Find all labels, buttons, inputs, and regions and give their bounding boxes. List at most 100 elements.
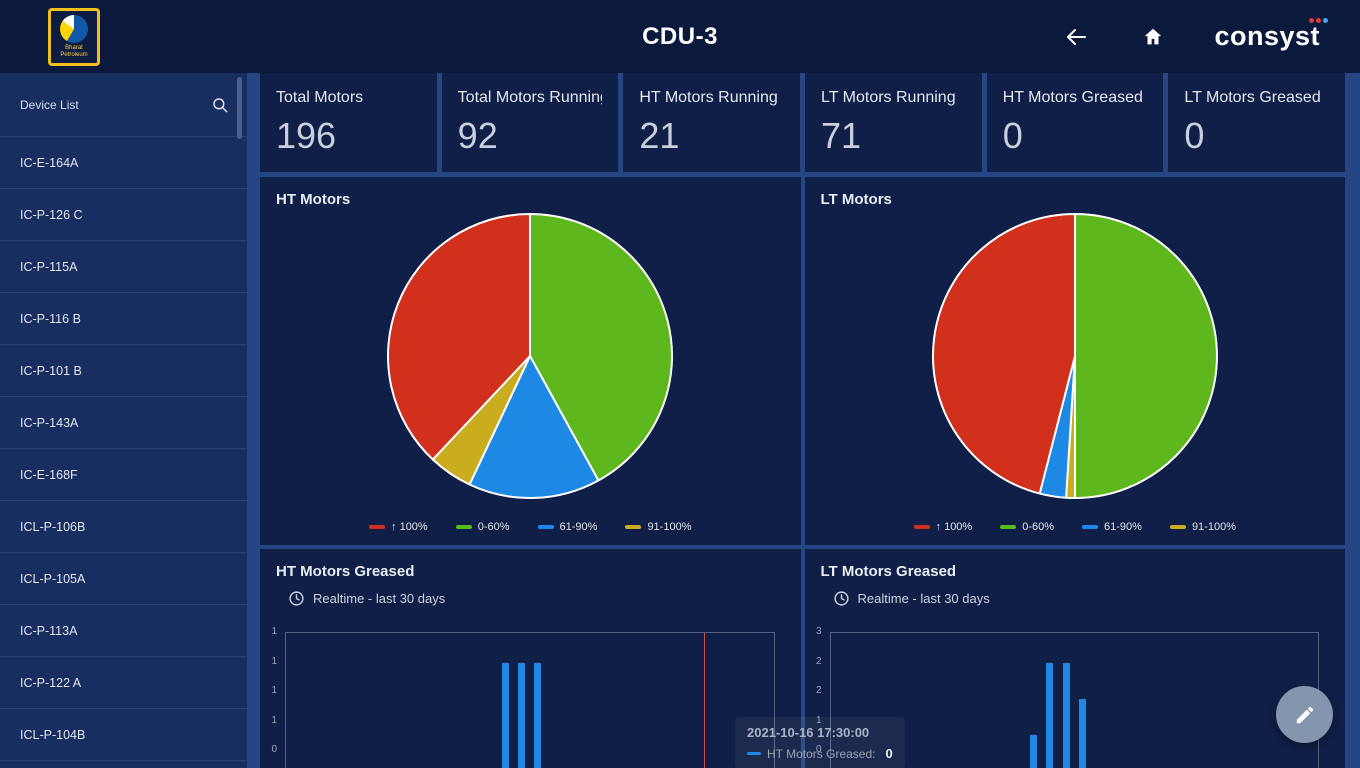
- bar: [534, 663, 542, 768]
- y-axis-tick-label: 1: [271, 685, 277, 696]
- consyst-logo-text: consyst: [1214, 21, 1320, 51]
- stat-card: HT Motors Running 21: [623, 73, 801, 172]
- ht-motors-pie-card: HT Motors ↑ 100% 0-60% 61-90% 91-100%: [260, 177, 801, 545]
- lt-motors-pie-title: LT Motors: [820, 191, 892, 208]
- edit-fab-button[interactable]: [1276, 686, 1333, 743]
- lt-greased-subtitle-row: Realtime - last 30 days: [833, 590, 1330, 607]
- legend-item[interactable]: 61-90%: [537, 521, 598, 533]
- ht-motors-pie-chart[interactable]: [276, 210, 785, 502]
- device-list-item[interactable]: ICL-P-105A: [0, 553, 247, 605]
- lt-motors-pie-legend: ↑ 100% 0-60% 61-90% 91-100%: [805, 521, 1346, 533]
- stat-value: 196: [276, 115, 337, 156]
- pie-slice[interactable]: [931, 213, 1076, 495]
- device-list-item[interactable]: IC-E-164A: [0, 137, 247, 189]
- legend-label: ↑ 100%: [935, 521, 973, 533]
- lt-motors-greased-chart[interactable]: 3 2 2 1 0: [816, 626, 1319, 768]
- legend-label: 0-60%: [477, 521, 510, 533]
- bar-plot: [829, 632, 1319, 768]
- ht-motors-greased-chart[interactable]: 1 1 1 1 0: [271, 626, 775, 768]
- device-list-item[interactable]: IC-P-116 B: [0, 293, 247, 345]
- lt-motors-greased-title: LT Motors Greased: [820, 563, 957, 580]
- device-list-sidebar: Device List IC-E-164A IC-P-126 C IC-P-115A…: [0, 73, 247, 768]
- stat-card: LT Motors Running 71: [805, 73, 982, 172]
- y-axis-tick-label: 0: [271, 744, 277, 755]
- stat-value: 92: [457, 115, 498, 156]
- back-button[interactable]: [1060, 21, 1092, 53]
- legend-item[interactable]: 0-60%: [1000, 521, 1054, 533]
- device-list-item[interactable]: IC-P-126 C: [0, 189, 247, 241]
- device-list: IC-E-164A IC-P-126 C IC-P-115A IC-P-116 B IC…: [0, 137, 247, 761]
- device-list-item[interactable]: ICL-P-106B: [0, 501, 247, 553]
- y-axis-tick-label: 0: [815, 744, 822, 755]
- lt-motors-greased-card: LT Motors Greased Realtime - last 30 day…: [804, 549, 1345, 768]
- legend-label: 61-90%: [559, 521, 598, 533]
- clock-icon: [833, 591, 849, 606]
- search-button[interactable]: [207, 92, 233, 118]
- ht-motors-pie-title: HT Motors: [276, 191, 351, 208]
- ht-greased-subtitle-row: Realtime - last 30 days: [288, 590, 785, 607]
- stat-label: Total Motors: [276, 89, 364, 106]
- bharat-petroleum-caption: Bharat Petroleum: [60, 44, 88, 58]
- bar: [501, 663, 509, 768]
- y-axis-tick-label: 1: [271, 714, 277, 726]
- legend-marker-icon: [1082, 525, 1099, 529]
- device-list-item[interactable]: IC-E-168F: [0, 449, 247, 501]
- pie-slice[interactable]: [1073, 213, 1218, 499]
- legend-item[interactable]: 91-100%: [1169, 521, 1236, 533]
- pie-slice[interactable]: [529, 213, 674, 482]
- bar: [1046, 663, 1054, 768]
- legend-marker-icon: [369, 525, 386, 529]
- ht-motors-pie-legend: ↑ 100% 0-60% 61-90% 91-100%: [260, 521, 801, 533]
- lt-motors-pie-chart[interactable]: [821, 210, 1330, 502]
- legend-item[interactable]: 91-100%: [625, 521, 691, 533]
- home-icon: [1145, 28, 1162, 44]
- legend-marker-icon: [1169, 525, 1186, 529]
- device-list-item[interactable]: IC-P-113A: [0, 605, 247, 657]
- stat-card: Total Motors 196: [260, 73, 437, 172]
- home-button[interactable]: [1138, 22, 1168, 52]
- sidebar-scrollbar[interactable]: [237, 77, 242, 139]
- legend-item[interactable]: ↑ 100%: [913, 521, 973, 533]
- device-list-item[interactable]: IC-P-115A: [0, 241, 247, 293]
- bharat-petroleum-emblem-icon: [60, 14, 88, 43]
- clock-icon: [289, 591, 304, 606]
- legend-item[interactable]: 0-60%: [455, 521, 510, 533]
- device-list-item[interactable]: ICL-P-104B: [0, 709, 247, 761]
- device-list-item[interactable]: IC-P-143A: [0, 397, 247, 449]
- consyst-logo: consyst: [1214, 18, 1334, 52]
- bar-charts-row: HT Motors Greased Realtime - last 30 day…: [260, 549, 1345, 768]
- y-axis-tick-label: 2: [815, 655, 822, 667]
- stat-label: LT Motors Greased: [1184, 89, 1321, 106]
- y-axis-tick-label: 3: [815, 626, 822, 637]
- legend-item[interactable]: ↑ 100%: [369, 521, 428, 533]
- stat-label: LT Motors Running: [821, 89, 956, 106]
- pie-slice[interactable]: [387, 213, 532, 461]
- stat-value: 21: [639, 115, 680, 156]
- stat-label: HT Motors Greased: [1002, 89, 1143, 106]
- stat-card: Total Motors Running 92: [441, 73, 619, 172]
- bar: [1078, 699, 1086, 768]
- bar: [1062, 663, 1070, 768]
- page-title: CDU-3: [642, 22, 718, 50]
- legend-marker-icon: [537, 525, 554, 529]
- lt_pie-svg: [931, 213, 1218, 500]
- stat-value: 71: [821, 115, 862, 156]
- legend-label: ↑ 100%: [391, 521, 428, 533]
- legend-label: 61-90%: [1104, 521, 1142, 533]
- device-list-title: Device List: [20, 97, 79, 112]
- y-axis-tick-label: 1: [271, 655, 277, 667]
- pie-slice[interactable]: [468, 355, 600, 499]
- legend-label: 91-100%: [647, 521, 692, 533]
- bharat-petroleum-logo: Bharat Petroleum: [48, 7, 100, 66]
- stats-row: Total Motors 196 Total Motors Running 92 HT …: [260, 73, 1346, 172]
- legend-label: 91-100%: [1191, 521, 1236, 533]
- header-actions: consyst: [1060, 18, 1334, 53]
- device-list-item[interactable]: IC-P-122 A: [0, 657, 247, 709]
- pie-charts-row: HT Motors ↑ 100% 0-60% 61-90% 91-100% LT Mo…: [260, 177, 1345, 545]
- pencil-icon: [1296, 706, 1313, 723]
- device-list-item[interactable]: IC-P-101 B: [0, 345, 247, 397]
- legend-item[interactable]: 61-90%: [1082, 521, 1142, 533]
- y-axis-tick-label: 2: [815, 685, 822, 696]
- consyst-logo-dots-icon: [1309, 18, 1328, 23]
- bar: [1030, 735, 1038, 768]
